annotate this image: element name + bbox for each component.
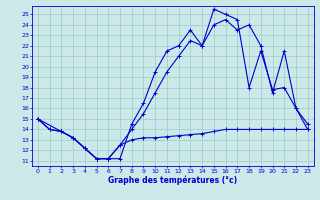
X-axis label: Graphe des températures (°c): Graphe des températures (°c) [108, 175, 237, 185]
